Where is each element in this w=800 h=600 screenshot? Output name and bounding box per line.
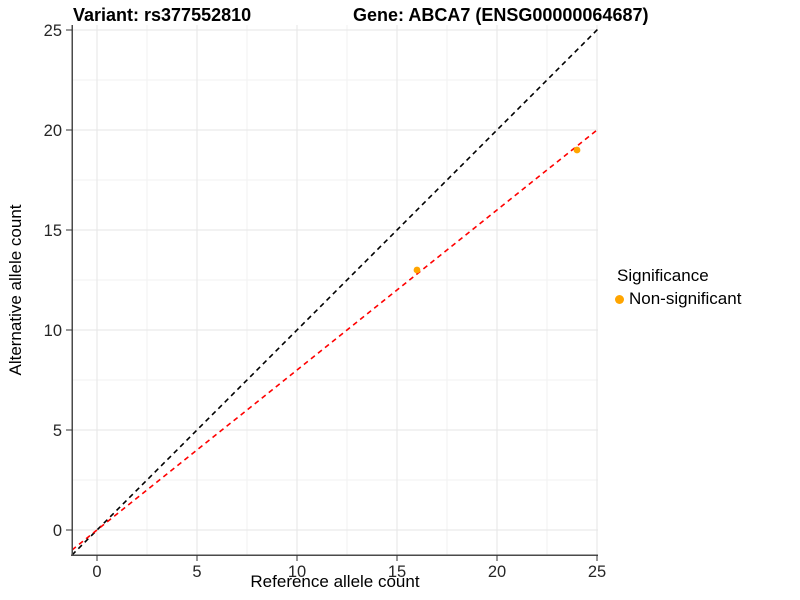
plot-title-gene: Gene: ABCA7 (ENSG00000064687) bbox=[353, 5, 649, 25]
x-axis-label: Reference allele count bbox=[250, 572, 420, 591]
data-point[interactable] bbox=[413, 266, 421, 274]
y-tick-label: 5 bbox=[53, 422, 62, 440]
y-tick-label: 0 bbox=[53, 522, 62, 540]
x-tick-label: 0 bbox=[92, 563, 101, 581]
x-tick-label: 10 bbox=[288, 563, 306, 581]
allelic-ratio-fit-line bbox=[72, 128, 598, 551]
legend: Significance Non-significant bbox=[615, 266, 741, 309]
legend-title: Significance bbox=[617, 266, 709, 285]
x-tick-label: 15 bbox=[388, 563, 406, 581]
data-point[interactable] bbox=[573, 146, 581, 154]
plot-title-variant: Variant: rs377552810 bbox=[73, 5, 252, 25]
y-tick-label: 25 bbox=[44, 22, 62, 40]
x-tick-label: 5 bbox=[192, 563, 201, 581]
y-tick-label: 10 bbox=[44, 322, 62, 340]
x-tick-label: 25 bbox=[588, 563, 606, 581]
identity-line bbox=[72, 28, 598, 555]
y-tick-label: 20 bbox=[44, 122, 62, 140]
x-tick-label: 20 bbox=[488, 563, 506, 581]
legend-item: Non-significant bbox=[615, 289, 741, 309]
y-tick-label: 15 bbox=[44, 222, 62, 240]
legend-point-icon bbox=[615, 294, 624, 304]
legend-item-label: Non-significant bbox=[629, 289, 742, 308]
y-axis-label: Alternative allele count bbox=[6, 204, 25, 376]
